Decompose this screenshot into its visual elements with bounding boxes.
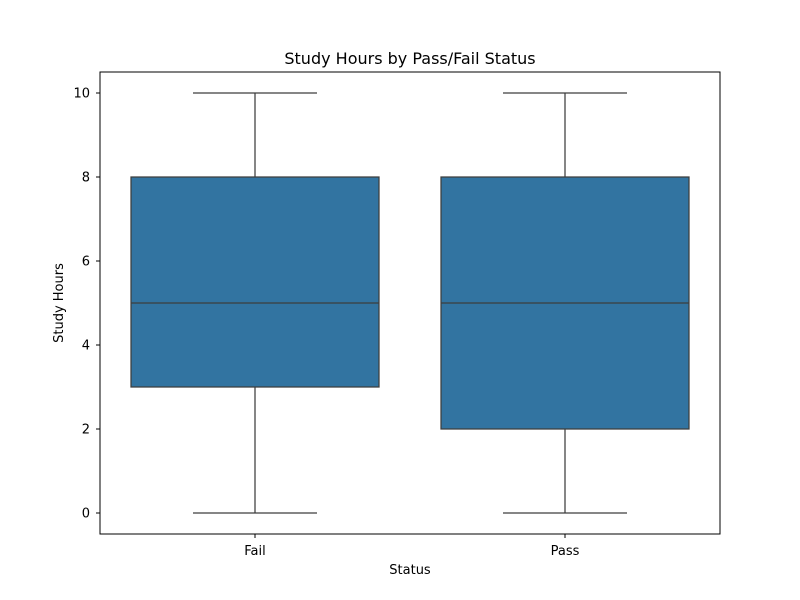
- y-tick-label: 6: [82, 255, 90, 270]
- plot-frame: [99, 71, 721, 535]
- x-axis-label: Status: [389, 563, 431, 578]
- y-tick-label: 2: [82, 423, 90, 438]
- box-series: [130, 92, 690, 514]
- box-fail: [130, 92, 380, 514]
- y-tick-label: 0: [82, 507, 90, 522]
- y-tick-label: 10: [73, 87, 90, 102]
- x-tick-label: Pass: [551, 544, 580, 559]
- y-axis: 0 2 4 6 8 10: [73, 87, 100, 522]
- y-tick-label: 4: [82, 339, 90, 354]
- x-tick-label: Fail: [244, 544, 265, 559]
- y-axis-label: Study Hours: [52, 263, 67, 343]
- x-axis: Fail Pass: [244, 534, 580, 559]
- chart-title: Study Hours by Pass/Fail Status: [284, 49, 535, 68]
- y-tick-label: 8: [82, 171, 90, 186]
- box-pass: [440, 92, 690, 514]
- iqr-box: [130, 176, 380, 388]
